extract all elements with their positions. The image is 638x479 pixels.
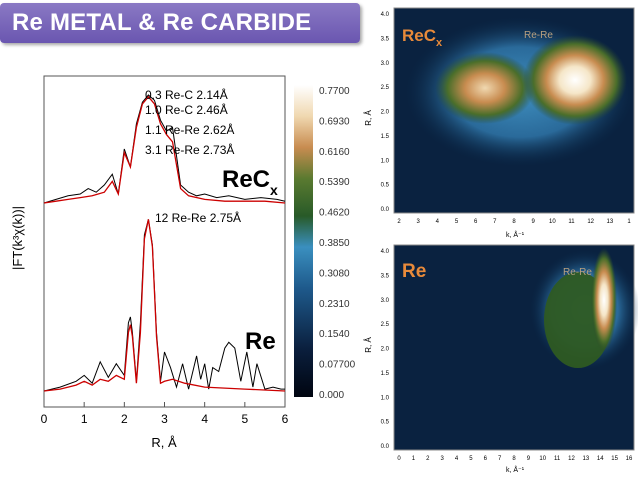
heatmap-recx bbox=[393, 7, 635, 214]
colorbar-label: 0.4620 bbox=[319, 208, 350, 219]
heatmap-xtick-label: 11 bbox=[554, 456, 561, 462]
heatmap-xtick-label: 7 bbox=[498, 456, 502, 462]
colorbar-label: 0.3850 bbox=[319, 238, 350, 249]
ft-xtick-label: 6 bbox=[282, 412, 289, 426]
heatmap-ytick-label: 0.0 bbox=[381, 207, 390, 213]
ft-ylabel: |FT(k³χ(k))| bbox=[10, 206, 25, 270]
heatmap-re-frame bbox=[393, 244, 635, 451]
heatmap-xtick-label: 8 bbox=[512, 219, 516, 225]
heatmap-xtick-label: 15 bbox=[611, 456, 618, 462]
colorbar-label: 0.7700 bbox=[319, 86, 350, 97]
recx-annotation-3: 1.1 Re-Re 2.62Å bbox=[145, 122, 234, 137]
heatmap-re bbox=[393, 244, 638, 451]
ft-xtick-label: 4 bbox=[201, 412, 208, 426]
heatmap-xtick-label: 2 bbox=[397, 219, 401, 225]
heatmap-recx-annotation: Re-Re bbox=[524, 30, 553, 41]
heatmap-xtick-label: 0 bbox=[397, 456, 401, 462]
heatmap-xtick-label: 4 bbox=[436, 219, 440, 225]
heatmap-recx-label: ReCx bbox=[402, 26, 443, 49]
ft-xtick-label: 2 bbox=[121, 412, 128, 426]
heatmap-ytick-label: 3.5 bbox=[381, 36, 390, 42]
heatmap-ytick-label: 1.0 bbox=[381, 395, 390, 401]
heatmap-recx-ylabel: R, Å bbox=[364, 110, 373, 126]
heatmap-ytick-label: 1.5 bbox=[381, 134, 390, 140]
heatmap-xtick-label: 5 bbox=[455, 219, 459, 225]
heatmap-xtick-label: 11 bbox=[568, 219, 575, 225]
heatmap-re-annotation: Re-Re bbox=[563, 267, 592, 278]
heatmap-ytick-label: 1.0 bbox=[381, 158, 390, 164]
ft-xtick-label: 3 bbox=[161, 412, 168, 426]
heatmap-ytick-label: 2.0 bbox=[381, 347, 390, 353]
heatmap-ytick-label: 1.5 bbox=[381, 371, 390, 377]
ft-xtick-label: 5 bbox=[241, 412, 248, 426]
colorbar-label: 0.6930 bbox=[319, 116, 350, 127]
ft-recx-experiment-line bbox=[43, 94, 286, 204]
heatmap-xtick-label: 9 bbox=[527, 456, 531, 462]
colorbar-label: 0.5390 bbox=[319, 177, 350, 188]
recx-annotation-1: 0.3 Re-C 2.14Å bbox=[145, 87, 228, 102]
title-banner: Re METAL & Re CARBIDE bbox=[0, 3, 360, 43]
ft-xtick-label: 1 bbox=[81, 412, 88, 426]
heatmap-ytick-label: 4.0 bbox=[381, 249, 390, 255]
heatmap-xtick-label: 16 bbox=[626, 456, 633, 462]
ft-re-fit-line bbox=[43, 219, 286, 392]
heatmap-ytick-label: 4.0 bbox=[381, 12, 390, 18]
heatmap-xtick-label: 7 bbox=[493, 219, 497, 225]
ft-xlabel: R, Å bbox=[151, 435, 177, 450]
heatmap-xtick-label: 6 bbox=[474, 219, 478, 225]
heatmap-xtick-label: 1 bbox=[412, 456, 416, 462]
ft-xtick-label: 0 bbox=[41, 412, 48, 426]
heatmap-xtick-label: 2 bbox=[426, 456, 430, 462]
colorbar-label: 0.2310 bbox=[319, 299, 350, 310]
heatmap-re-xlabel: k, Å⁻¹ bbox=[506, 465, 525, 474]
heatmap-ytick-label: 2.5 bbox=[381, 85, 390, 91]
colorbar-label: 0.6160 bbox=[319, 147, 350, 158]
heatmap-ytick-label: 3.0 bbox=[381, 298, 390, 304]
colorbar-label: 0.000 bbox=[319, 390, 344, 401]
colorbar-label: 0.1540 bbox=[319, 329, 350, 340]
heatmap-ytick-label: 3.0 bbox=[381, 61, 390, 67]
heatmap-xtick-label: 5 bbox=[469, 456, 473, 462]
heatmap-re-label: Re bbox=[402, 261, 426, 282]
colorbar-label: 0.07700 bbox=[319, 360, 356, 371]
recx-blob-left bbox=[435, 52, 535, 124]
recx-blob-right bbox=[523, 35, 627, 125]
heatmap-ytick-label: 2.5 bbox=[381, 322, 390, 328]
re-panel-label: Re bbox=[245, 328, 276, 355]
heatmap-xtick-label: 1 bbox=[627, 219, 631, 225]
heatmap-ytick-label: 0.5 bbox=[381, 420, 390, 426]
ft-recx-fit-line bbox=[43, 95, 286, 204]
heatmap-xtick-label: 3 bbox=[440, 456, 444, 462]
heatmap-xtick-label: 13 bbox=[583, 456, 590, 462]
recx-annotation-2: 1.0 Re-C 2.46Å bbox=[145, 102, 228, 117]
recx-panel-label: ReCx bbox=[222, 166, 278, 198]
ft-re-experiment-line bbox=[43, 219, 285, 392]
colorbar-label: 0.3080 bbox=[319, 268, 350, 279]
heatmap-xtick-label: 8 bbox=[512, 456, 516, 462]
heatmap-recx-xlabel: k, Å⁻¹ bbox=[506, 230, 525, 239]
title-text: Re METAL & Re CARBIDE bbox=[12, 9, 312, 36]
heatmap-xtick-label: 12 bbox=[587, 219, 594, 225]
heatmap-xtick-label: 9 bbox=[531, 219, 535, 225]
heatmap-xtick-label: 14 bbox=[597, 456, 604, 462]
heatmap-recx-frame bbox=[393, 7, 635, 214]
heatmap-ytick-label: 3.5 bbox=[381, 273, 390, 279]
heatmap-xtick-label: 13 bbox=[606, 219, 613, 225]
colorbar bbox=[294, 85, 313, 397]
heatmap-xtick-label: 10 bbox=[549, 219, 556, 225]
heatmap-ytick-label: 2.0 bbox=[381, 110, 390, 116]
heatmap-xtick-label: 3 bbox=[416, 219, 420, 225]
re-annotation-1: 12 Re-Re 2.75Å bbox=[155, 210, 241, 225]
heatmap-xtick-label: 12 bbox=[568, 456, 575, 462]
heatmap-re-ylabel: R, Å bbox=[364, 337, 373, 353]
heatmap-xtick-label: 6 bbox=[484, 456, 488, 462]
heatmap-xtick-label: 10 bbox=[539, 456, 546, 462]
re-blob-hot bbox=[591, 248, 617, 352]
heatmap-ytick-label: 0.5 bbox=[381, 183, 390, 189]
heatmap-ytick-label: 0.0 bbox=[381, 444, 390, 450]
recx-annotation-4: 3.1 Re-Re 2.73Å bbox=[145, 142, 234, 157]
heatmap-xtick-label: 4 bbox=[455, 456, 459, 462]
